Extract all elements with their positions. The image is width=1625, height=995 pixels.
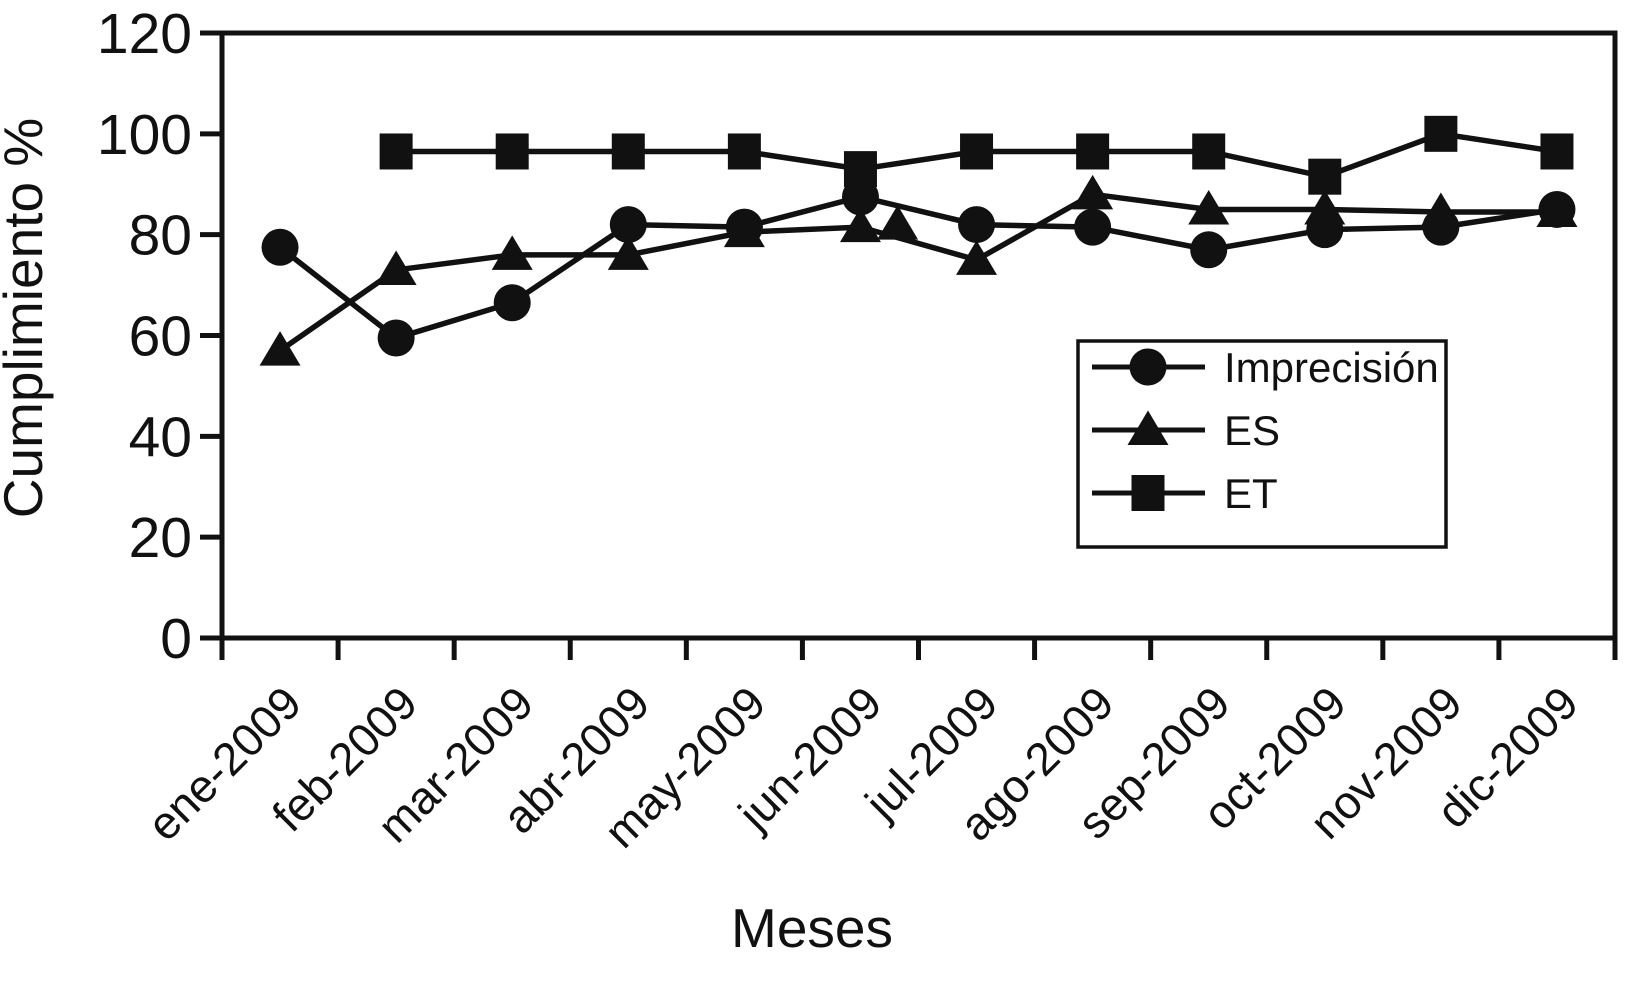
legend: Imprecisión ES ET	[1076, 339, 1448, 549]
data-point-circle	[377, 319, 415, 357]
data-point-triangle	[839, 207, 881, 243]
data-point-triangle	[1304, 189, 1346, 225]
data-point-circle	[1074, 208, 1112, 246]
data-point-triangle	[259, 331, 301, 366]
y-axis-ticks: 0 20 40 60 80 100 120	[97, 2, 222, 671]
legend-entries: Imprecisión ES ET	[1092, 344, 1439, 517]
data-point-triangle	[607, 235, 649, 270]
x-axis-ticks: ene-2009feb-2009mar-2009abr-2009may-2009…	[137, 638, 1618, 858]
data-point-square	[1076, 133, 1110, 170]
data-point-square	[1308, 158, 1342, 195]
legend-label: ES	[1224, 407, 1280, 454]
data-point-square	[1540, 133, 1574, 170]
legend-label: Imprecisión	[1224, 344, 1439, 391]
series-triangle	[259, 174, 1578, 366]
data-point-triangle	[1127, 410, 1169, 445]
data-point-square	[1192, 133, 1226, 170]
data-series	[259, 115, 1578, 366]
data-point-circle	[261, 228, 299, 266]
legend-label: ET	[1224, 470, 1278, 517]
data-point-square	[843, 151, 877, 188]
data-point-triangle	[1420, 192, 1462, 227]
data-point-circle	[1190, 231, 1228, 269]
data-point-square	[611, 133, 645, 170]
data-point-square	[1424, 115, 1458, 152]
data-point-circle	[1129, 348, 1167, 386]
y-tick-label: 40	[129, 405, 192, 469]
data-point-triangle	[375, 250, 417, 285]
data-point-circle	[609, 206, 647, 244]
data-point-square	[379, 133, 413, 170]
y-tick-label: 20	[129, 506, 192, 570]
y-tick-label: 80	[129, 204, 192, 268]
y-tick-label: 100	[97, 103, 192, 167]
legend-item: Imprecisión	[1092, 344, 1439, 391]
series-line	[278, 194, 1558, 342]
data-point-square	[960, 133, 994, 170]
data-point-square	[727, 133, 761, 170]
data-point-circle	[958, 206, 996, 244]
y-tick-label: 60	[129, 305, 192, 369]
data-point-triangle	[723, 212, 765, 248]
legend-item: ET	[1092, 470, 1278, 517]
legend-item: ES	[1092, 407, 1280, 454]
series-circle	[261, 178, 1576, 357]
data-point-circle	[493, 284, 531, 322]
data-point-triangle	[491, 235, 533, 270]
data-point-circle	[841, 178, 879, 216]
y-tick-label: 120	[97, 2, 192, 66]
data-point-square	[495, 133, 529, 170]
data-point-square	[1131, 475, 1165, 511]
data-point-triangle	[1536, 192, 1578, 227]
data-point-triangle	[956, 240, 998, 275]
series-line	[278, 191, 1557, 353]
series-square	[379, 115, 1574, 195]
x-axis-title: Meses	[731, 897, 893, 959]
y-tick-label: 0	[160, 607, 192, 671]
data-point-triangle	[877, 205, 919, 240]
data-point-triangle	[1072, 174, 1114, 210]
data-point-triangle	[1188, 189, 1230, 225]
y-axis-title: Cumplimiento %	[0, 118, 54, 518]
